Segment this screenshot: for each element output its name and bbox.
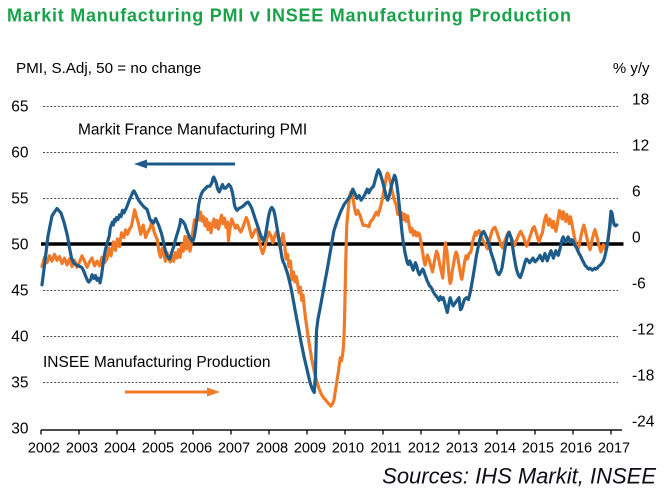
svg-text:-12: -12: [632, 322, 654, 339]
svg-text:2002: 2002: [28, 440, 60, 456]
svg-text:40: 40: [11, 328, 29, 345]
svg-text:-6: -6: [632, 276, 646, 293]
svg-text:PMI, S.Adj, 50 = no change: PMI, S.Adj, 50 = no change: [16, 60, 201, 77]
svg-text:2003: 2003: [66, 440, 98, 456]
svg-text:2006: 2006: [180, 440, 212, 456]
svg-text:6: 6: [632, 184, 641, 201]
svg-text:60: 60: [11, 144, 29, 161]
svg-text:2011: 2011: [370, 440, 401, 456]
svg-text:Markit France Manufacturing PM: Markit France Manufacturing PMI: [78, 122, 307, 139]
svg-text:2010: 2010: [332, 440, 364, 456]
svg-text:18: 18: [632, 92, 649, 109]
svg-text:2012: 2012: [408, 440, 440, 456]
svg-text:2014: 2014: [484, 440, 516, 456]
svg-text:Sources: IHS Markit, INSEE: Sources: IHS Markit, INSEE: [382, 464, 656, 489]
svg-text:0: 0: [632, 230, 641, 247]
svg-text:45: 45: [11, 282, 28, 299]
svg-text:Markit Manufacturing PMI v INS: Markit Manufacturing PMI v INSEE Manufac…: [7, 6, 572, 26]
svg-text:65: 65: [11, 98, 28, 115]
svg-text:2013: 2013: [446, 440, 478, 456]
svg-text:2016: 2016: [560, 440, 592, 456]
svg-text:INSEE Manufacturing Productio: INSEE Manufacturing Production: [43, 354, 270, 371]
svg-text:50: 50: [11, 236, 29, 253]
svg-text:35: 35: [11, 374, 28, 391]
svg-text:2004: 2004: [104, 440, 136, 456]
svg-text:2009: 2009: [294, 440, 326, 456]
svg-text:12: 12: [632, 138, 649, 155]
svg-text:55: 55: [11, 190, 28, 207]
svg-text:2015: 2015: [522, 440, 554, 456]
svg-text:% y/y: % y/y: [613, 60, 650, 77]
svg-text:2005: 2005: [142, 440, 174, 456]
svg-text:2008: 2008: [256, 440, 288, 456]
svg-text:-18: -18: [632, 368, 654, 385]
svg-text:2017: 2017: [598, 440, 630, 456]
svg-text:30: 30: [11, 420, 29, 437]
svg-text:2007: 2007: [218, 440, 250, 456]
svg-text:-24: -24: [632, 414, 655, 431]
